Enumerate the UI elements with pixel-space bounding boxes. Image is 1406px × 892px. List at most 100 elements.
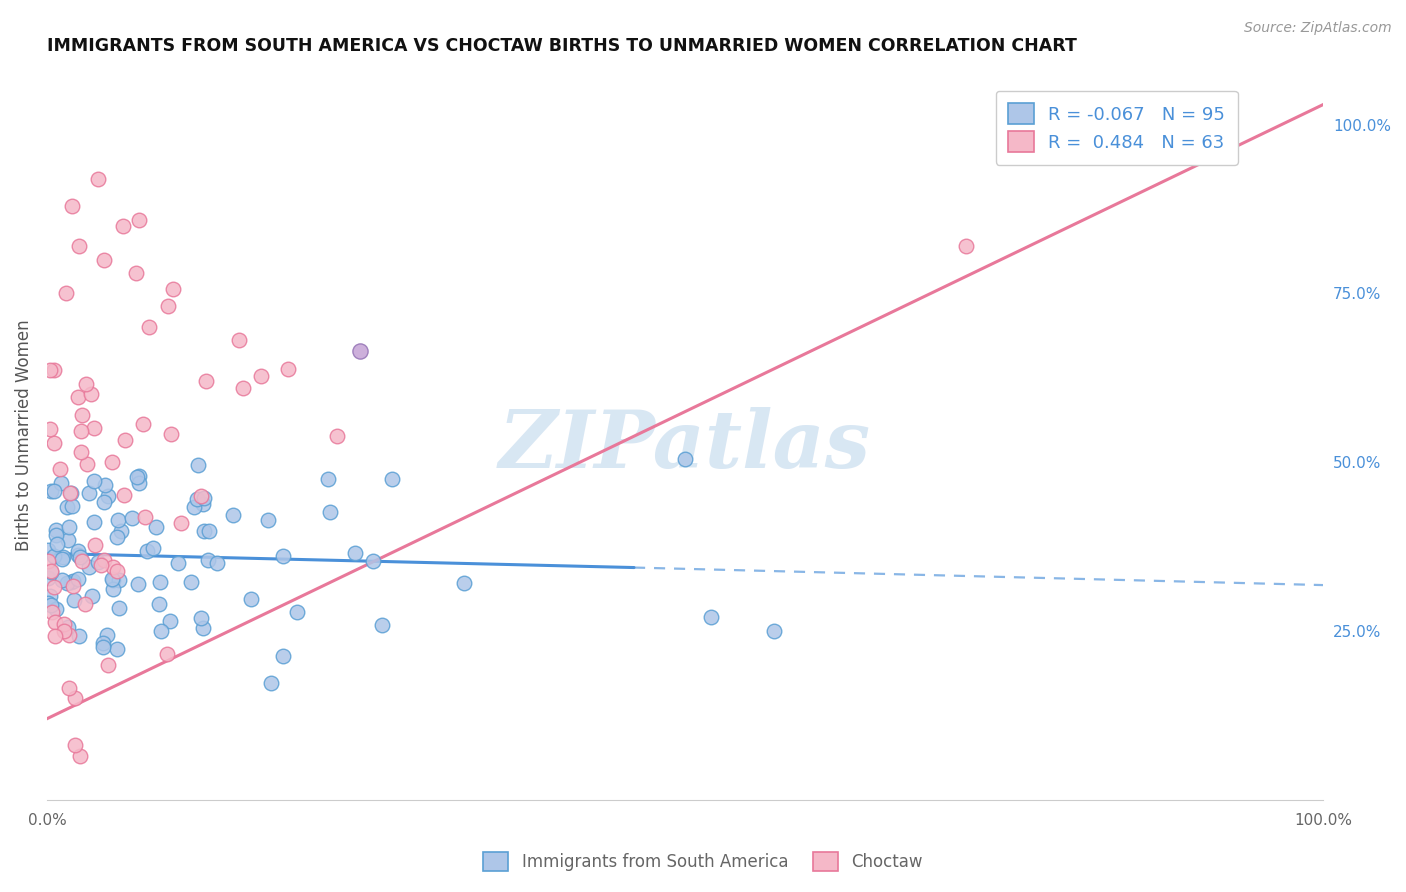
Point [107,601,129,615]
Point [193,621,215,635]
Point [249,369,271,384]
Point [45,602,67,616]
Point [83,516,105,530]
Point [42,580,65,594]
Point [148,597,170,611]
Point [62,199,84,213]
Point [80,589,103,603]
Point [193,524,215,539]
Point [77,559,100,574]
Point [699,610,721,624]
Point [197,553,219,567]
Point [195,374,218,388]
Point [39,422,62,436]
Point [316,472,339,486]
Point [52,624,75,638]
Point [186,491,208,506]
Point [59,486,82,500]
Point [205,556,228,570]
Point [90,558,112,573]
Point [79,387,101,401]
Point [114,433,136,447]
Point [256,513,278,527]
Point [66,390,89,404]
Point [51,573,73,587]
Point [76,457,98,471]
Point [105,564,128,578]
Point [63,592,86,607]
Point [191,497,214,511]
Point [240,591,263,606]
Point [167,556,190,570]
Point [107,513,129,527]
Point [260,675,283,690]
Point [42,483,65,498]
Point [127,469,149,483]
Point [763,624,786,638]
Point [59,575,82,590]
Point [101,560,124,574]
Point [70,554,93,568]
Point [138,320,160,334]
Point [58,620,80,634]
Point [112,219,135,233]
Point [91,636,114,650]
Point [84,538,107,552]
Point [100,572,122,586]
Point [67,629,90,643]
Point [93,478,115,492]
Point [93,495,115,509]
Point [319,505,342,519]
Point [361,554,384,568]
Point [56,533,79,547]
Point [44,629,66,643]
Point [145,520,167,534]
Point [170,516,193,530]
Point [52,549,75,564]
Point [44,363,66,377]
Y-axis label: Births to Unmarried Women: Births to Unmarried Women [15,319,32,551]
Point [58,520,80,534]
Point [232,381,254,395]
Point [108,574,131,588]
Point [56,575,79,590]
Point [62,574,84,588]
Point [75,376,97,391]
Text: ZIPatlas: ZIPatlas [499,408,872,485]
Point [101,454,124,468]
Point [344,546,367,560]
Point [128,468,150,483]
Point [453,575,475,590]
Point [39,598,62,612]
Point [228,333,250,347]
Point [37,596,59,610]
Point [62,578,84,592]
Point [149,624,172,638]
Point [107,641,129,656]
Point [52,617,75,632]
Point [96,628,118,642]
Point [67,239,90,253]
Point [77,486,100,500]
Point [66,544,89,558]
Point [86,555,108,569]
Point [277,362,299,376]
Point [132,417,155,432]
Legend: R = -0.067   N = 95, R =  0.484   N = 63: R = -0.067 N = 95, R = 0.484 N = 63 [995,91,1237,165]
Point [37,542,59,557]
Point [91,640,114,654]
Point [44,549,66,563]
Point [271,549,294,564]
Point [103,573,125,587]
Point [69,424,91,438]
Point [39,564,62,578]
Point [326,429,349,443]
Point [58,681,80,695]
Point [380,472,402,486]
Point [285,606,308,620]
Point [93,553,115,567]
Point [66,572,89,586]
Point [83,420,105,434]
Point [149,575,172,590]
Point [155,647,177,661]
